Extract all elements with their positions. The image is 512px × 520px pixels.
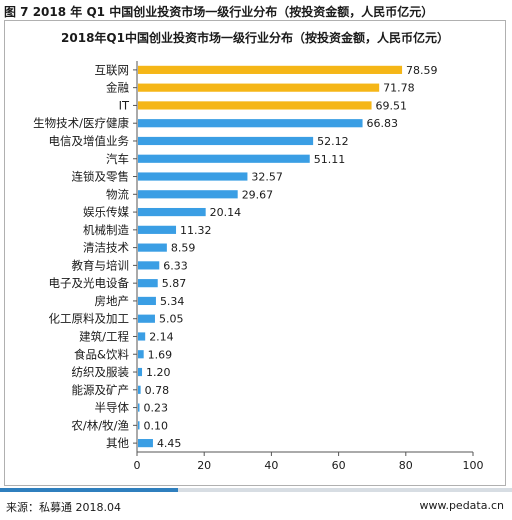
value-label: 8.59 (171, 242, 196, 255)
category-label: 其他 (106, 436, 129, 450)
category-label: 食品&饮料 (74, 347, 129, 361)
bar (138, 296, 156, 306)
bar (138, 154, 310, 163)
chart-title: 2018年Q1中国创业投资市场一级行业分布（按投资金额，人民币亿元） (61, 31, 449, 45)
category-label: 互联网 (95, 63, 130, 77)
value-label: 71.78 (383, 82, 415, 95)
value-label: 0.78 (145, 384, 170, 397)
x-tick-label: 100 (463, 459, 484, 472)
value-label: 0.23 (144, 402, 169, 415)
category-label: 能源及矿产 (72, 383, 130, 397)
value-label: 29.67 (242, 188, 274, 201)
x-tick-label: 60 (332, 459, 346, 472)
bar (138, 172, 248, 181)
bar (138, 350, 144, 359)
value-label: 69.51 (376, 99, 408, 112)
category-label: 教育与培训 (72, 258, 130, 272)
x-tick-label: 80 (399, 459, 413, 472)
category-label: IT (119, 98, 130, 112)
category-label: 生物技术/医疗健康 (33, 116, 129, 130)
category-label: 建筑/工程 (79, 329, 129, 343)
category-label: 纺织及服装 (72, 365, 130, 379)
value-label: 51.11 (314, 153, 346, 166)
category-label: 化工原料及加工 (49, 312, 130, 326)
category-label: 电子及光电设备 (49, 276, 130, 290)
value-label: 52.12 (317, 135, 349, 148)
footer-accent-bar (0, 488, 178, 492)
category-label: 物流 (106, 187, 129, 201)
value-label: 20.14 (210, 206, 242, 219)
bar (138, 385, 141, 394)
bar (138, 119, 363, 128)
bar-chart: 0 20 40 60 80 100 互联网 78.59 金融 71.78 IT 69.51 生物技术/医… (33, 61, 484, 472)
bar (138, 136, 314, 146)
bar (138, 243, 167, 252)
bar (138, 190, 238, 199)
value-label: 0.10 (144, 419, 169, 432)
x-tick-label: 20 (197, 459, 211, 472)
value-label: 5.34 (160, 295, 185, 308)
source-note: 来源：私募通 2018.04 (6, 501, 121, 514)
value-label: 5.05 (159, 313, 184, 326)
value-label: 11.32 (180, 224, 212, 237)
bar (138, 332, 146, 341)
bar (138, 439, 153, 448)
category-label: 机械制造 (83, 223, 129, 237)
value-label: 66.83 (367, 117, 399, 130)
category-label: 电信及增值业务 (49, 134, 130, 148)
bar (138, 421, 140, 430)
bar (138, 261, 160, 270)
value-label: 1.69 (148, 348, 173, 361)
chart-frame: 2018年Q1中国创业投资市场一级行业分布（按投资金额，人民币亿元） (4, 20, 506, 486)
figure-title: 图 7 2018 年 Q1 中国创业投资市场一级行业分布（按投资金额，人民币亿元… (4, 5, 434, 19)
value-label: 6.33 (163, 259, 188, 272)
x-tick-label: 0 (134, 459, 141, 472)
category-label: 汽车 (106, 152, 129, 166)
value-label: 1.20 (146, 366, 171, 379)
category-label: 房地产 (95, 294, 130, 308)
x-tick-label: 40 (264, 459, 278, 472)
bar (138, 403, 140, 412)
category-label: 半导体 (95, 401, 130, 415)
value-label: 32.57 (251, 171, 282, 184)
category-label: 清洁技术 (83, 241, 129, 255)
value-label: 78.59 (406, 64, 438, 77)
category-label: 农/林/牧/渔 (71, 418, 129, 432)
bar (138, 83, 380, 92)
bar (138, 314, 155, 323)
category-label: 连锁及零售 (72, 170, 130, 184)
value-label: 5.87 (162, 277, 187, 290)
bar (138, 367, 143, 377)
value-label: 4.45 (157, 437, 182, 450)
bar (138, 207, 206, 217)
value-label: 2.14 (149, 330, 174, 343)
bar (138, 225, 177, 234)
category-label: 金融 (106, 81, 129, 95)
category-label: 娱乐传媒 (83, 205, 129, 219)
site-url: www.pedata.cn (419, 499, 504, 512)
bar (138, 101, 372, 110)
footer-divider (0, 488, 512, 492)
bar (138, 279, 158, 288)
bar (138, 65, 403, 74)
